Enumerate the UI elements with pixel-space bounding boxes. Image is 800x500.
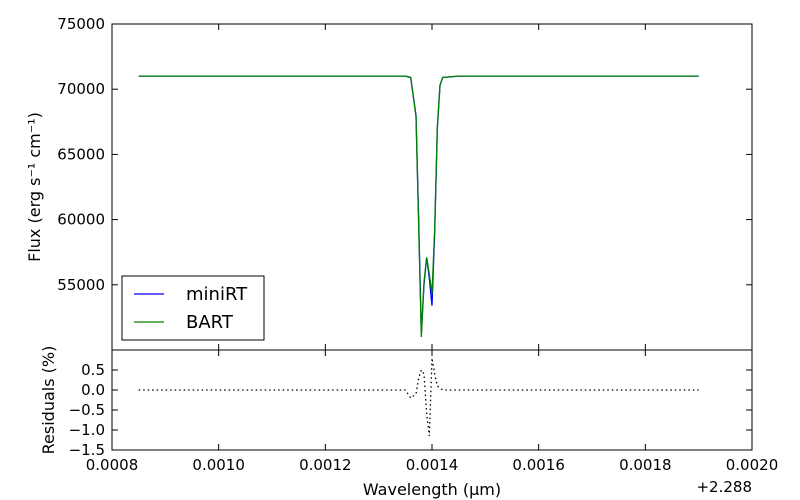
- bottom-ytick-label: −1.0: [69, 421, 105, 439]
- x-offset-label: +2.288: [696, 478, 752, 496]
- bottom-ytick-label: 0.5: [81, 361, 105, 379]
- xtick-label: 0.0010: [192, 456, 245, 474]
- top-ytick-label: 65000: [57, 145, 105, 163]
- bottom-ytick-label: 0.0: [81, 381, 105, 399]
- top-ytick-label: 70000: [57, 80, 105, 98]
- bottom-series-line-residual: [138, 357, 699, 437]
- bottom-ytick-label: −1.5: [69, 441, 105, 459]
- xtick-label: 0.0016: [512, 456, 565, 474]
- top-series-line-bart: [138, 75, 699, 337]
- legend-box: [121, 275, 265, 341]
- top-ytick-label: 60000: [57, 211, 105, 229]
- xtick-label: 0.0012: [299, 456, 352, 474]
- top-ytick-label: 75000: [57, 15, 105, 33]
- top-ylabel: Flux (erg s⁻¹ cm⁻¹): [25, 112, 44, 262]
- xtick-label: 0.0020: [726, 456, 779, 474]
- xtick-label: 0.0008: [86, 456, 139, 474]
- legend: miniRT BART: [121, 275, 265, 341]
- flux-panel: 55000 60000 65000 70000 75000 Flux (erg s⁻¹ c…: [25, 15, 753, 351]
- xtick-label: 0.0014: [406, 456, 459, 474]
- legend-label-bart: BART: [186, 312, 234, 333]
- xtick-label: 0.0018: [619, 456, 672, 474]
- bottom-ytick-label: −0.5: [69, 401, 105, 419]
- top-ytick-label: 55000: [57, 276, 105, 294]
- residuals-panel: −1.5 −1.0 −0.5 0.0 0.5 0.0008 0.0010 0.0012 0.00…: [39, 346, 778, 474]
- legend-label-minirt: miniRT: [186, 284, 248, 305]
- bottom-ylabel: Residuals (%): [39, 346, 58, 455]
- xlabel: Wavelength (µm): [363, 480, 501, 499]
